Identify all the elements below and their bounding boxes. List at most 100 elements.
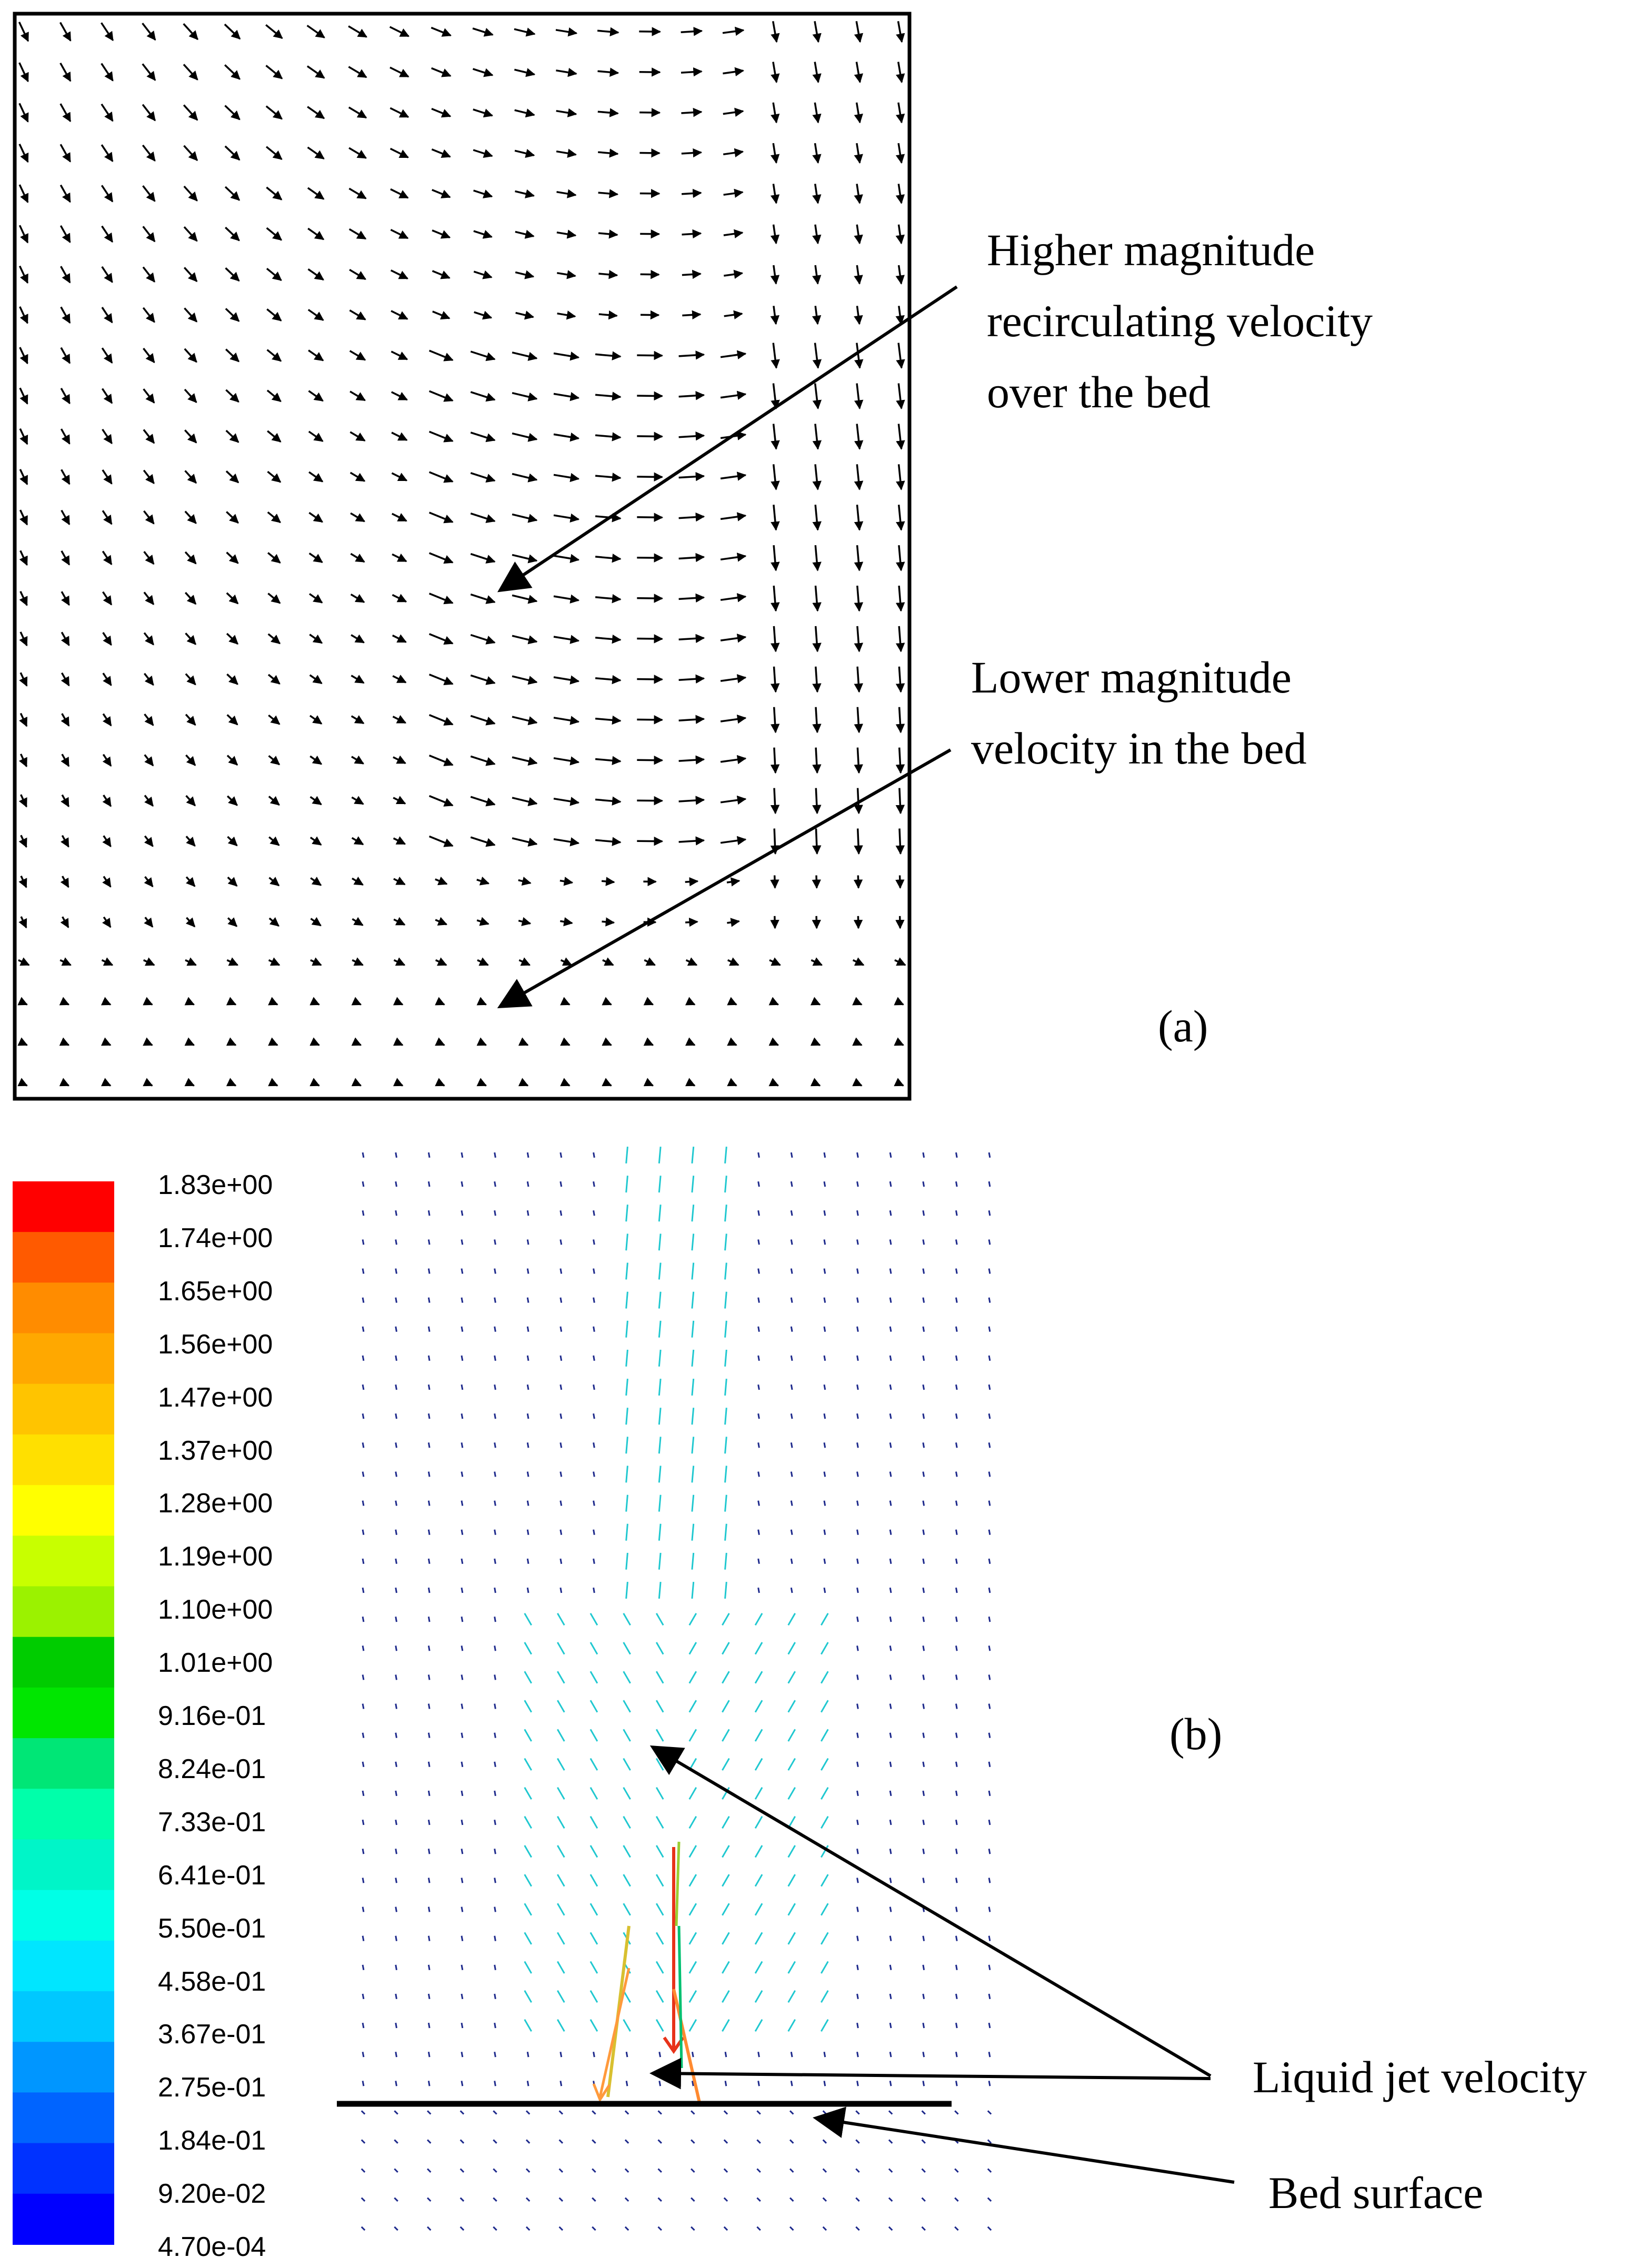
velocity-vector bbox=[143, 957, 155, 966]
velocity-vector bbox=[598, 310, 618, 320]
velocity-vector bbox=[428, 390, 454, 402]
velocity-vector bbox=[854, 828, 863, 855]
velocity-vector bbox=[428, 633, 454, 645]
velocity-vector bbox=[812, 916, 822, 929]
velocity-vector bbox=[894, 997, 904, 1006]
velocity-vector bbox=[852, 1078, 863, 1087]
velocity-vector bbox=[789, 2226, 794, 2231]
velocity-vector bbox=[757, 1152, 760, 1158]
velocity-vector bbox=[19, 631, 28, 647]
velocity-vector bbox=[724, 1523, 727, 1541]
colorbar-tick-label: 1.47e+00 bbox=[158, 1382, 273, 1413]
velocity-vector bbox=[988, 1239, 991, 1245]
velocity-vector bbox=[722, 1961, 730, 1974]
velocity-vector bbox=[658, 1494, 662, 1512]
velocity-vector bbox=[512, 432, 538, 442]
velocity-vector bbox=[856, 1645, 859, 1651]
colorbar-tick-label: 1.83e+00 bbox=[158, 1170, 273, 1200]
velocity-vector bbox=[101, 22, 114, 42]
velocity-vector bbox=[477, 957, 489, 966]
velocity-vector bbox=[988, 1674, 991, 1680]
velocity-vector bbox=[790, 1413, 793, 1419]
velocity-vector bbox=[524, 1990, 532, 2003]
velocity-vector bbox=[61, 591, 70, 606]
velocity-vector bbox=[757, 2081, 760, 2086]
colorbar-tick-label: 6.41e-01 bbox=[158, 1860, 266, 1891]
velocity-vector bbox=[427, 1239, 431, 1245]
velocity-vector bbox=[822, 2110, 827, 2115]
velocity-vector bbox=[681, 107, 703, 117]
velocity-vector bbox=[512, 513, 538, 523]
velocity-vector bbox=[525, 2226, 531, 2231]
velocity-vector bbox=[889, 1674, 892, 1680]
velocity-vector bbox=[856, 1355, 859, 1361]
velocity-vector bbox=[770, 306, 779, 325]
velocity-vector bbox=[691, 1233, 695, 1251]
velocity-vector bbox=[955, 1210, 958, 1216]
velocity-vector bbox=[526, 1326, 529, 1332]
velocity-vector bbox=[589, 1729, 598, 1742]
velocity-vector bbox=[394, 2110, 398, 2115]
velocity-vector bbox=[889, 1878, 892, 1883]
velocity-vector bbox=[595, 756, 622, 766]
velocity-vector bbox=[855, 2226, 860, 2231]
velocity-vector bbox=[658, 1233, 662, 1251]
velocity-vector bbox=[362, 1529, 365, 1535]
velocity-vector bbox=[17, 1037, 28, 1046]
velocity-vector bbox=[988, 1471, 991, 1477]
velocity-vector bbox=[184, 551, 197, 565]
velocity-vector bbox=[518, 997, 529, 1006]
velocity-vector bbox=[771, 545, 780, 571]
velocity-vector bbox=[494, 1587, 496, 1593]
velocity-vector bbox=[391, 350, 408, 360]
velocity-vector bbox=[922, 1355, 925, 1361]
colorbar-swatch bbox=[13, 2193, 114, 2245]
colorbar-tick-label: 1.19e+00 bbox=[158, 1541, 273, 1572]
velocity-vector bbox=[395, 1674, 397, 1680]
velocity-vector bbox=[526, 1413, 529, 1419]
velocity-vector bbox=[361, 2226, 366, 2231]
velocity-vector bbox=[428, 471, 454, 483]
velocity-vector bbox=[889, 2081, 892, 2086]
velocity-vector bbox=[392, 715, 407, 724]
velocity-vector bbox=[61, 550, 71, 566]
velocity-vector bbox=[395, 1703, 397, 1709]
velocity-vector bbox=[494, 1616, 496, 1622]
panel-a bbox=[13, 12, 912, 1101]
velocity-vector bbox=[143, 469, 155, 484]
velocity-vector bbox=[309, 715, 323, 725]
velocity-vector bbox=[682, 269, 702, 279]
colorbar-tick-label: 3.67e-01 bbox=[158, 2019, 266, 2050]
velocity-vector bbox=[553, 756, 580, 766]
velocity-vector bbox=[557, 1758, 565, 1771]
velocity-vector bbox=[790, 1297, 793, 1303]
velocity-vector bbox=[854, 62, 863, 84]
velocity-vector bbox=[757, 1471, 760, 1477]
velocity-vector bbox=[362, 1906, 365, 1912]
velocity-vector bbox=[922, 1326, 925, 1332]
velocity-vector bbox=[18, 957, 30, 966]
velocity-vector bbox=[726, 877, 741, 887]
velocity-vector bbox=[789, 2197, 794, 2202]
velocity-vector bbox=[589, 1874, 598, 1887]
velocity-vector bbox=[854, 505, 864, 531]
velocity-vector bbox=[888, 2139, 893, 2144]
velocity-vector bbox=[268, 714, 281, 725]
velocity-vector bbox=[988, 1529, 991, 1535]
velocity-vector bbox=[595, 554, 622, 563]
velocity-vector bbox=[921, 2168, 926, 2173]
velocity-vector bbox=[144, 917, 154, 928]
velocity-vector bbox=[955, 1616, 958, 1622]
velocity-vector bbox=[856, 1529, 859, 1535]
velocity-vector bbox=[722, 1758, 730, 1771]
velocity-vector bbox=[184, 307, 198, 323]
velocity-vector bbox=[102, 673, 112, 686]
velocity-vector bbox=[757, 1384, 760, 1390]
velocity-vector bbox=[559, 2081, 563, 2086]
velocity-vector bbox=[685, 877, 699, 887]
velocity-vector bbox=[955, 1993, 958, 2000]
velocity-vector bbox=[678, 431, 705, 441]
velocity-vector bbox=[988, 1906, 991, 1912]
velocity-vector bbox=[143, 551, 155, 565]
velocity-vector bbox=[266, 227, 283, 241]
